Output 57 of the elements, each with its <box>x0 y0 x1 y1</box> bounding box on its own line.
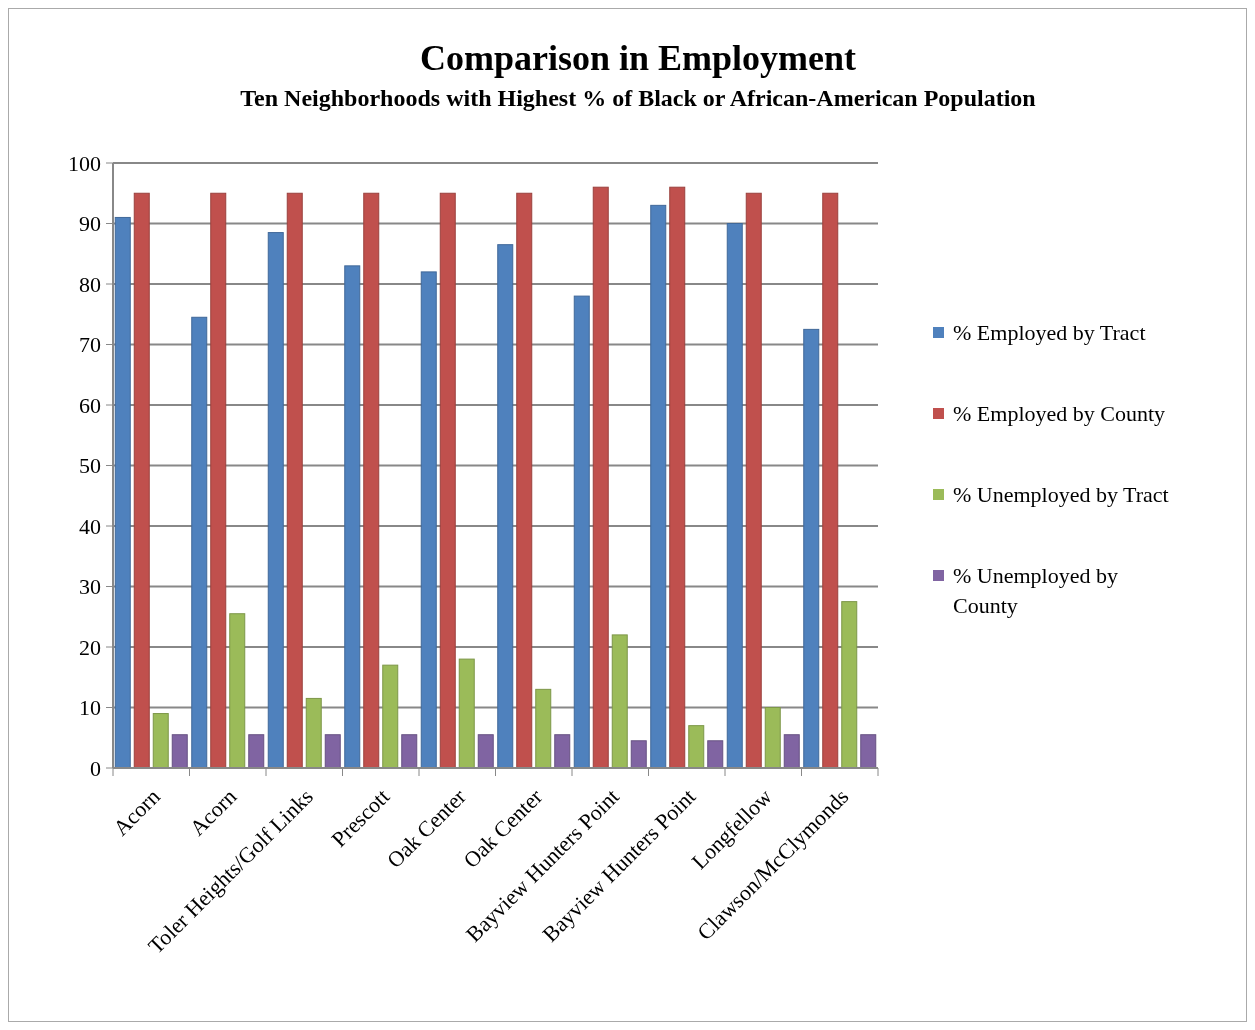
chart-title: Comparison in Employment <box>419 38 857 78</box>
legend-label: % Employed by Tract <box>953 320 1146 345</box>
bar <box>669 186 686 769</box>
chart-subtitle: Ten Neighborhoods with Highest % of Black or African-American Population <box>240 85 1036 111</box>
bar <box>803 328 820 769</box>
bar <box>439 192 456 769</box>
legend-label: % Employed by County <box>953 401 1166 426</box>
bar <box>401 734 418 769</box>
y-tick-label: 60 <box>79 392 101 418</box>
bar <box>458 658 475 769</box>
y-tick-label: 80 <box>79 271 101 297</box>
bar <box>592 186 609 769</box>
bar <box>822 192 839 769</box>
bar <box>497 244 514 769</box>
y-tick-label: 90 <box>79 211 101 237</box>
bar <box>267 232 284 769</box>
bar <box>516 192 533 769</box>
bar <box>133 192 150 769</box>
bar <box>210 192 227 769</box>
bar <box>420 271 437 769</box>
bar <box>764 707 781 769</box>
bar <box>363 192 380 769</box>
bar <box>324 734 341 769</box>
y-tick-label: 70 <box>79 332 101 358</box>
bar <box>152 713 169 769</box>
bar <box>650 204 667 769</box>
bar <box>554 734 571 769</box>
bar <box>248 734 265 769</box>
y-tick-label: 30 <box>79 574 101 600</box>
y-tick-label: 20 <box>79 634 101 660</box>
bar <box>286 192 303 769</box>
legend-label: % Unemployed by County <box>953 563 1118 618</box>
bar <box>630 740 647 769</box>
bar <box>535 688 552 769</box>
bar <box>382 664 399 769</box>
bar <box>841 601 858 769</box>
bar <box>611 634 628 769</box>
bar <box>783 734 800 769</box>
bar <box>305 697 322 769</box>
bar <box>860 734 877 769</box>
y-tick-label: 40 <box>79 513 101 539</box>
bar <box>745 192 762 769</box>
bar <box>171 734 188 769</box>
bar <box>573 295 590 769</box>
bar <box>688 725 705 769</box>
bar <box>707 740 724 769</box>
legend-label: % Unemployed by Tract <box>953 482 1169 507</box>
bar <box>229 613 246 769</box>
y-tick-label: 10 <box>79 695 101 721</box>
bar <box>726 223 743 769</box>
y-tick-label: 50 <box>79 453 101 479</box>
bar <box>114 216 131 769</box>
y-tick-label: 100 <box>68 150 101 176</box>
bar <box>344 265 361 769</box>
bar <box>191 316 208 769</box>
bar <box>477 734 494 769</box>
y-tick-label: 0 <box>90 755 101 781</box>
